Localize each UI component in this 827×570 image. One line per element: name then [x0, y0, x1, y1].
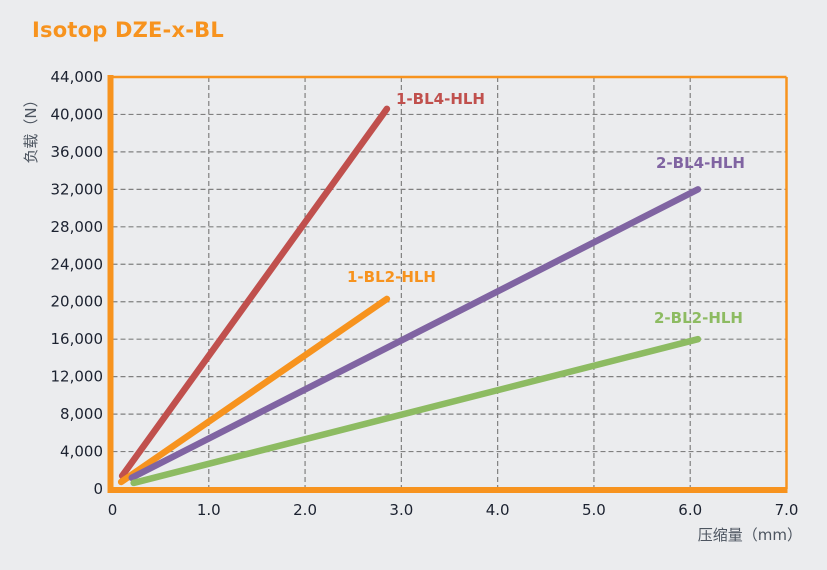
- x-tick-label: 2.0: [293, 501, 317, 519]
- y-tick-label: 8,000: [60, 405, 103, 423]
- y-tick-label: 4,000: [60, 443, 103, 461]
- y-tick-label: 12,000: [51, 368, 104, 386]
- x-tick-label: 7.0: [775, 501, 799, 519]
- x-tick-label: 1.0: [197, 501, 221, 519]
- series-line-1-bl2-hlh: [117, 295, 391, 486]
- y-tick-label: 32,000: [51, 180, 104, 198]
- x-axis-label: 压缩量（mm）: [698, 526, 802, 544]
- x-tick-label: 0: [108, 501, 118, 519]
- x-tick-label: 6.0: [678, 501, 702, 519]
- x-tick-label: 3.0: [389, 501, 413, 519]
- y-tick-label: 44,000: [51, 68, 104, 86]
- y-tick-label: 28,000: [51, 218, 104, 236]
- chart-title: Isotop DZE-x-BL: [32, 18, 224, 42]
- y-tick-label: 20,000: [51, 293, 104, 311]
- series-label: 2-BL2-HLH: [654, 309, 743, 327]
- x-tick-label: 5.0: [582, 501, 606, 519]
- series-label: 2-BL4-HLH: [656, 154, 745, 172]
- y-tick-label: 24,000: [51, 255, 104, 273]
- y-tick-label: 40,000: [51, 105, 104, 123]
- y-tick-label: 0: [93, 480, 103, 498]
- series-line-1-bl4-hlh: [118, 105, 391, 480]
- y-axis-label: 负载（N）: [22, 92, 40, 163]
- series-label: 1-BL2-HLH: [347, 268, 436, 286]
- series-label: 1-BL4-HLH: [396, 90, 485, 108]
- x-tick-label: 4.0: [486, 501, 510, 519]
- series-line-2-bl4-hlh: [128, 186, 702, 482]
- series-line-2-bl2-hlh: [130, 335, 702, 487]
- y-tick-label: 16,000: [51, 330, 104, 348]
- y-tick-label: 36,000: [51, 143, 104, 161]
